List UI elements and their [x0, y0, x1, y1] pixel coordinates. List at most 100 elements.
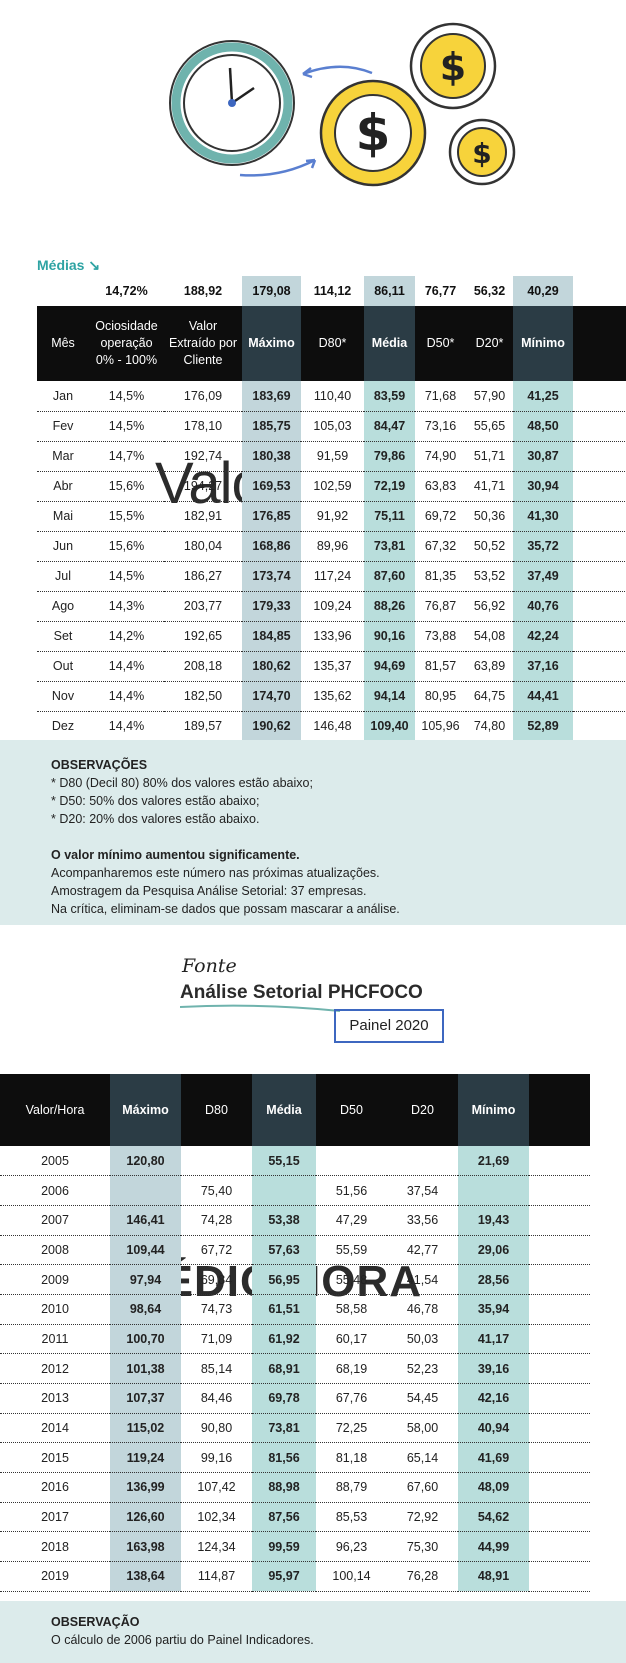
table-cell: 68,91	[252, 1353, 316, 1384]
table-cell: 72,25	[316, 1413, 387, 1444]
table-cell: 192,65	[164, 621, 242, 652]
table-cell: 39,16	[458, 1353, 529, 1384]
table-cell: 54,08	[466, 621, 513, 652]
table-row: 2005 120,80 55,15 21,69	[0, 1146, 590, 1177]
table-cell: 14,3%	[89, 591, 164, 622]
table-row: Abr 15,6% 194,27 169,53 102,59 72,19 63,83 41,7…	[37, 471, 626, 502]
table-cell: 76,28	[387, 1561, 458, 1592]
table-cell: 180,62	[242, 651, 301, 682]
table-cell: 41,69	[458, 1442, 529, 1474]
table-cell: 135,37	[301, 651, 364, 682]
table-cell: 88,98	[252, 1472, 316, 1503]
table-cell: 57,63	[252, 1235, 316, 1266]
table-cell: 81,18	[316, 1442, 387, 1474]
table-cell: 190,62	[242, 711, 301, 742]
table-cell: 75,30	[387, 1531, 458, 1563]
column-header: D20	[387, 1074, 458, 1146]
table-cell: 99,59	[252, 1531, 316, 1563]
table-cell: 50,52	[466, 531, 513, 562]
table-cell: 74,73	[181, 1294, 252, 1325]
observacoes-box: OBSERVAÇÕES * D80 (Decil 80) 80% dos val…	[0, 740, 626, 925]
table-cell: 186,27	[164, 561, 242, 592]
table-cell: 80,95	[415, 681, 466, 712]
table-cell: 79,86	[364, 441, 415, 472]
source-badge: Painel 2020	[334, 1009, 444, 1043]
table-cell: 136,99	[110, 1472, 181, 1503]
table-cell: 71,68	[415, 381, 466, 412]
table-cell: 133,96	[301, 621, 364, 652]
table-cell: 55,15	[252, 1146, 316, 1177]
table-cell: 189,57	[164, 711, 242, 742]
observacao-box: OBSERVAÇÃO O cálculo de 2006 partiu do P…	[0, 1601, 626, 1663]
table-cell: 41,71	[466, 471, 513, 502]
clock-icon	[169, 40, 295, 166]
table-cell: 50,03	[387, 1324, 458, 1355]
average-cell: 188,92	[183, 284, 223, 298]
table-cell: Jun	[37, 531, 89, 562]
table-cell: 61,92	[252, 1324, 316, 1355]
table-cell: 2013	[0, 1383, 110, 1414]
table-cell: 96,23	[316, 1531, 387, 1563]
table-cell: 74,80	[466, 711, 513, 742]
table-cell: 40,94	[458, 1413, 529, 1444]
table-row: 2010 98,64 74,73 61,51 58,58 46,78 35,94	[0, 1294, 590, 1325]
table-cell: 54,45	[387, 1383, 458, 1414]
table-cell: 14,4%	[89, 681, 164, 712]
table-cell: 69,72	[415, 501, 466, 532]
table-cell: 124,34	[181, 1531, 252, 1563]
averages-row: 14,72% 188,92 179,08 114,12 86,11 76,77 56,32 4…	[37, 276, 626, 306]
table-row: 2009 97,94 69,84 56,95 55,48 41,54 28,56	[0, 1264, 590, 1295]
table-cell: 55,59	[316, 1235, 387, 1266]
table-cell: 46,78	[387, 1294, 458, 1325]
column-header: D80	[181, 1074, 252, 1146]
hero-banner: $ $ $ ValorMÉDIO/HORA	[0, 0, 626, 1306]
table-cell: 2018	[0, 1531, 110, 1563]
table-cell: 67,72	[181, 1235, 252, 1266]
table-cell: 2008	[0, 1235, 110, 1266]
table-cell: 35,94	[458, 1294, 529, 1325]
table-cell: 14,7%	[89, 441, 164, 472]
table-cell: 115,02	[110, 1413, 181, 1444]
column-header: Mínimo	[513, 306, 573, 381]
table-cell: 76,87	[415, 591, 466, 622]
observacoes-line: * D80 (Decil 80) 80% dos valores estão a…	[51, 776, 313, 790]
table-cell: 88,79	[316, 1472, 387, 1503]
table-cell: Fev	[37, 411, 89, 442]
average-cell: 76,77	[424, 284, 457, 298]
svg-text:$: $	[472, 137, 491, 170]
table-cell: 41,25	[513, 381, 573, 412]
table-cell: 15,6%	[89, 471, 164, 502]
dollar-coin-tiny-icon: $	[448, 118, 516, 186]
table-cell: 176,85	[242, 501, 301, 532]
table-cell: 28,56	[458, 1264, 529, 1295]
column-header: D20*	[466, 306, 513, 381]
source-title: Análise Setorial PHCFOCO	[180, 982, 423, 1003]
table-cell: 56,92	[466, 591, 513, 622]
table-cell: 192,74	[164, 441, 242, 472]
table-cell: 21,69	[458, 1146, 529, 1177]
table-cell: 2015	[0, 1442, 110, 1474]
table-row: Ago 14,3% 203,77 179,33 109,24 88,26 76,87 56,9…	[37, 591, 626, 622]
table-cell: 126,60	[110, 1502, 181, 1533]
table-cell: Jan	[37, 381, 89, 412]
table-cell: 73,88	[415, 621, 466, 652]
table-cell: 168,86	[242, 531, 301, 562]
table-cell: 98,64	[110, 1294, 181, 1325]
table-cell: 30,87	[513, 441, 573, 472]
table-cell: 42,24	[513, 621, 573, 652]
table-cell: 44,99	[458, 1531, 529, 1563]
yearly-table: Valor/Hora Máximo D80 Média D50 D20 Mínimo 2005…	[0, 1074, 590, 1592]
table-cell: 14,5%	[89, 381, 164, 412]
table-cell: 89,96	[301, 531, 364, 562]
table-cell: 114,87	[181, 1561, 252, 1592]
table-cell: 90,16	[364, 621, 415, 652]
table-cell: 42,77	[387, 1235, 458, 1266]
table-cell: 180,04	[164, 531, 242, 562]
table-row: 2014 115,02 90,80 73,81 72,25 58,00 40,94	[0, 1413, 590, 1444]
table-cell: 33,56	[387, 1205, 458, 1236]
table-row: 2007 146,41 74,28 53,38 47,29 33,56 19,43	[0, 1205, 590, 1236]
table-cell: 55,48	[316, 1264, 387, 1295]
table-cell: 58,00	[387, 1413, 458, 1444]
table-cell: 15,5%	[89, 501, 164, 532]
table-cell	[181, 1146, 252, 1177]
